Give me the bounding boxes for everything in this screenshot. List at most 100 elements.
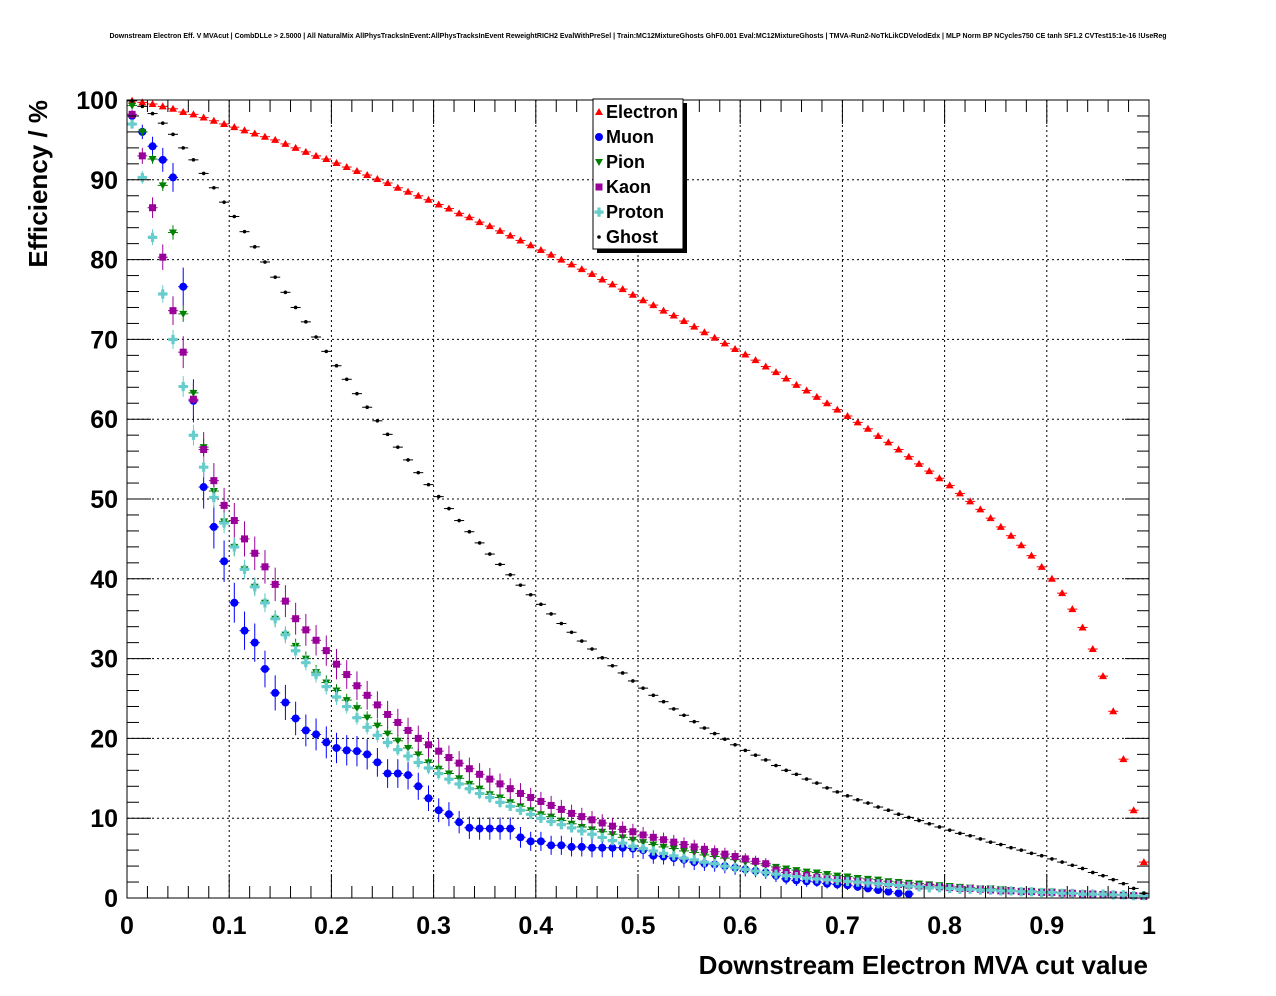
electron-point (434, 200, 443, 208)
muon-point (291, 714, 300, 723)
proton-point (853, 877, 863, 887)
proton-point (587, 829, 597, 839)
muon-point (281, 698, 290, 707)
proton-point (812, 874, 822, 884)
proton-point (1077, 889, 1088, 899)
ghost-point (252, 245, 257, 249)
kaon-point (465, 765, 473, 773)
electron-point (833, 405, 842, 413)
ghost-point (968, 833, 972, 838)
muon-point (863, 884, 872, 893)
kaon-point (189, 395, 197, 403)
electron-point (1068, 605, 1077, 613)
ghost-point (753, 753, 758, 757)
ghost-point (160, 121, 165, 125)
ghost-point (232, 214, 237, 219)
proton-point (454, 779, 464, 789)
electron-point (322, 155, 331, 163)
ghost-point (1080, 866, 1085, 871)
electron-point (976, 505, 985, 513)
pion-point (618, 834, 627, 842)
kaon-point (649, 833, 657, 841)
pion-point (179, 310, 188, 318)
kaon-point (690, 843, 698, 851)
muon-point (577, 842, 586, 851)
kaon-point (711, 848, 719, 856)
proton-point (321, 682, 331, 692)
proton-point (648, 846, 658, 856)
ghost-point (774, 763, 778, 768)
muon-point (312, 730, 321, 739)
electron-point (312, 151, 321, 159)
ghost-point (559, 621, 564, 626)
kaon-point (486, 775, 494, 783)
y-tick-label: 80 (90, 247, 118, 275)
kaon-point (731, 853, 739, 861)
ghost-point (702, 726, 707, 730)
kaon-point (752, 857, 760, 865)
ghost-point (396, 445, 400, 449)
proton-point (597, 832, 607, 843)
proton-point (393, 745, 403, 755)
proton-point (1047, 887, 1057, 898)
proton-point (996, 886, 1006, 896)
proton-point (1026, 887, 1037, 897)
legend-label-kaon: Kaon (606, 177, 651, 197)
legend-label-ghost: Ghost (606, 227, 658, 247)
legend-label-electron: Electron (606, 102, 678, 122)
x-tick-label: 0.2 (314, 912, 349, 940)
ghost-point (1131, 886, 1136, 891)
ghost-point (273, 275, 277, 279)
pion-point (128, 102, 137, 110)
x-tick-label: 0.9 (1029, 912, 1064, 940)
ghost-point (907, 815, 911, 820)
proton-point (566, 823, 577, 833)
electron-point (986, 514, 995, 522)
legend: Electron Muon Pion Kaon Proton Ghost (592, 98, 687, 253)
electron-point (884, 438, 893, 446)
proton-point (1016, 887, 1026, 897)
electron-point (802, 386, 811, 394)
y-tick-label: 90 (90, 167, 118, 195)
kaon-point (394, 718, 402, 726)
electron-point (352, 167, 361, 175)
legend-label-proton: Proton (606, 202, 664, 222)
proton-point (383, 737, 393, 748)
series-ghost (127, 98, 1149, 896)
muon-point (884, 887, 893, 896)
proton-point (607, 836, 618, 846)
y-tick-label: 60 (90, 406, 118, 434)
legend-marker-kaon (595, 183, 603, 191)
muon-point (874, 886, 883, 895)
electron-point (955, 489, 964, 497)
electron-point (1058, 589, 1067, 597)
proton-point (188, 430, 199, 440)
ghost-point (733, 742, 737, 747)
electron-point (690, 322, 699, 330)
ghost-point (1090, 870, 1095, 875)
pion-point (168, 229, 177, 237)
proton-point (1098, 889, 1108, 899)
proton-point (873, 879, 883, 889)
proton-point (168, 334, 178, 345)
proton-point (495, 797, 505, 807)
muon-point (475, 824, 484, 833)
electron-point (404, 187, 413, 195)
kaon-point (292, 615, 300, 623)
muon-point (444, 810, 453, 819)
electron-point (516, 236, 525, 244)
proton-point (658, 848, 669, 859)
proton-point (1129, 891, 1139, 901)
proton-point (679, 853, 689, 863)
pion-point (598, 828, 607, 836)
kaon-point (741, 855, 749, 863)
proton-point (219, 518, 229, 528)
electron-point (874, 431, 883, 439)
ghost-point (447, 506, 451, 511)
ghost-point (794, 772, 799, 777)
proton-point (485, 792, 495, 803)
proton-point (710, 859, 720, 869)
ghost-point (1142, 891, 1146, 896)
proton-point (842, 876, 853, 886)
x-tick-label: 0.6 (723, 912, 758, 940)
